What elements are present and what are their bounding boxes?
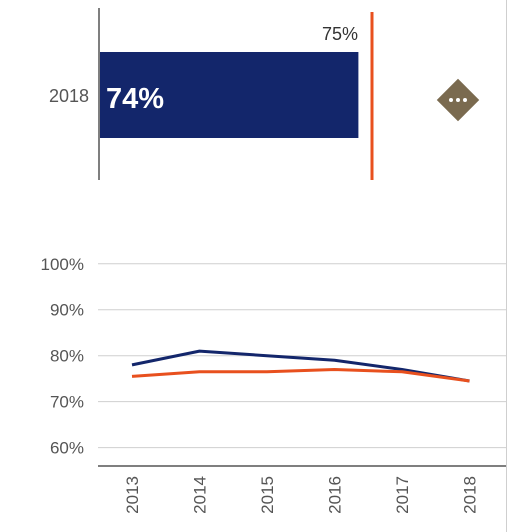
y-tick-label: 60% [50,439,84,458]
x-tick-label: 2016 [326,476,345,514]
bar-chart: 2018 74% 75% [49,8,374,180]
bar-category-label: 2018 [49,86,89,106]
y-tick-label: 80% [50,347,84,366]
x-tick-label: 2014 [191,476,210,514]
bar-2018[interactable] [100,52,359,138]
y-tick-label: 100% [41,255,84,274]
more-horizontal-icon [436,78,480,122]
x-tick-label: 2013 [123,476,142,514]
bar-value-label: 74% [106,83,164,115]
x-tick-label: 2017 [393,476,412,514]
series-line-1[interactable] [131,367,470,383]
x-tick-label: 2015 [258,476,277,514]
more-options-button[interactable] [436,78,480,122]
target-label: 75% [322,24,358,44]
y-tick-label: 70% [50,393,84,412]
series-line-0[interactable] [131,349,470,383]
panel-right-border [506,0,507,532]
y-tick-label: 90% [50,301,84,320]
x-tick-label: 2018 [461,476,480,514]
